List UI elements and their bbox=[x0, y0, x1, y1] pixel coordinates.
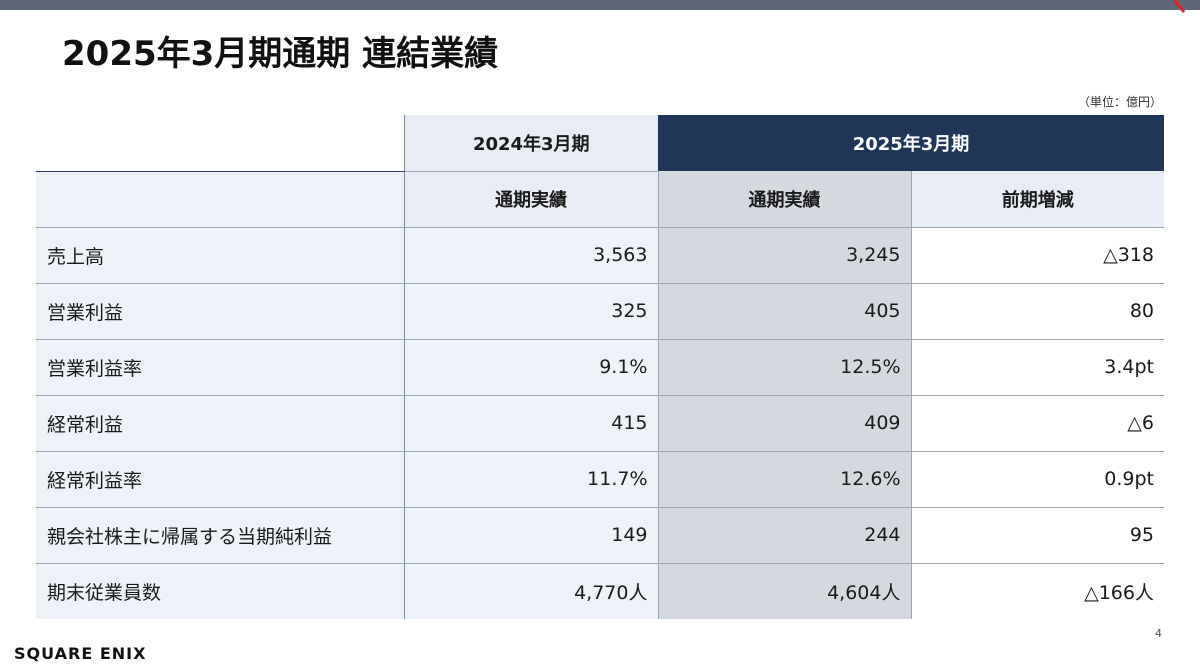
cur-value-cell: 244 bbox=[657, 507, 911, 564]
diff-value-cell: 3.4pt bbox=[910, 339, 1164, 396]
consolidated-results-table: 2024年3月期 2025年3月期 通期実績 通期実績 前期増減 売上高 3,5… bbox=[36, 115, 1164, 619]
row-label: 経常利益 bbox=[36, 395, 404, 452]
row-label: 営業利益率 bbox=[36, 339, 404, 396]
cur-value-cell: 409 bbox=[657, 395, 911, 452]
table-row: 営業利益率 9.1% 12.5% 3.4pt bbox=[36, 339, 1164, 396]
header-blank-cell bbox=[36, 115, 404, 172]
diff-value-cell: △6 bbox=[910, 395, 1164, 452]
cur-value-cell: 405 bbox=[657, 283, 911, 340]
table-row: 経常利益 415 409 △6 bbox=[36, 395, 1164, 452]
prev-period-header: 2024年3月期 bbox=[403, 115, 658, 172]
cur-period-header: 2025年3月期 bbox=[658, 115, 1164, 171]
prev-value-cell: 11.7% bbox=[403, 451, 658, 508]
diff-value-cell: △318 bbox=[910, 227, 1164, 284]
period-header-row: 2024年3月期 2025年3月期 bbox=[36, 115, 1164, 172]
unit-note: （単位：億円） bbox=[1077, 95, 1162, 109]
diff-value-cell: 0.9pt bbox=[910, 451, 1164, 508]
table-row: 期末従業員数 4,770人 4,604人 △166人 bbox=[36, 563, 1164, 619]
square-enix-logo: SQUARE ENIX bbox=[14, 644, 147, 663]
prev-value-cell: 3,563 bbox=[403, 227, 658, 284]
cur-value-cell: 12.5% bbox=[657, 339, 911, 396]
row-label: 経常利益率 bbox=[36, 451, 404, 508]
cur-value-cell: 4,604人 bbox=[657, 563, 911, 619]
cur-actual-header: 通期実績 bbox=[657, 171, 911, 228]
column-header-row: 通期実績 通期実績 前期増減 bbox=[36, 171, 1164, 228]
cur-value-cell: 3,245 bbox=[657, 227, 911, 284]
prev-value-cell: 149 bbox=[403, 507, 658, 564]
prev-value-cell: 325 bbox=[403, 283, 658, 340]
slide-title: 2025年3月期通期 連結業績 bbox=[62, 34, 499, 74]
diff-value-cell: △166人 bbox=[910, 563, 1164, 619]
table-row: 営業利益 325 405 80 bbox=[36, 283, 1164, 340]
diff-value-cell: 80 bbox=[910, 283, 1164, 340]
yoy-change-header: 前期増減 bbox=[910, 171, 1164, 228]
prev-value-cell: 9.1% bbox=[403, 339, 658, 396]
diff-value-cell: 95 bbox=[910, 507, 1164, 564]
cur-value-cell: 12.6% bbox=[657, 451, 911, 508]
table-row: 親会社株主に帰属する当期純利益 149 244 95 bbox=[36, 507, 1164, 564]
row-label: 親会社株主に帰属する当期純利益 bbox=[36, 507, 404, 564]
row-label: 営業利益 bbox=[36, 283, 404, 340]
row-label: 売上高 bbox=[36, 227, 404, 284]
table-row: 経常利益率 11.7% 12.6% 0.9pt bbox=[36, 451, 1164, 508]
corner-accent-mark bbox=[1172, 0, 1186, 13]
page-number: 4 bbox=[1155, 627, 1162, 640]
prev-value-cell: 415 bbox=[403, 395, 658, 452]
table-row: 売上高 3,563 3,245 △318 bbox=[36, 227, 1164, 284]
row-label: 期末従業員数 bbox=[36, 563, 404, 619]
prev-value-cell: 4,770人 bbox=[403, 563, 658, 619]
header-blank-cell bbox=[36, 171, 404, 228]
top-banner-bar bbox=[0, 0, 1200, 10]
prev-actual-header: 通期実績 bbox=[403, 171, 658, 228]
